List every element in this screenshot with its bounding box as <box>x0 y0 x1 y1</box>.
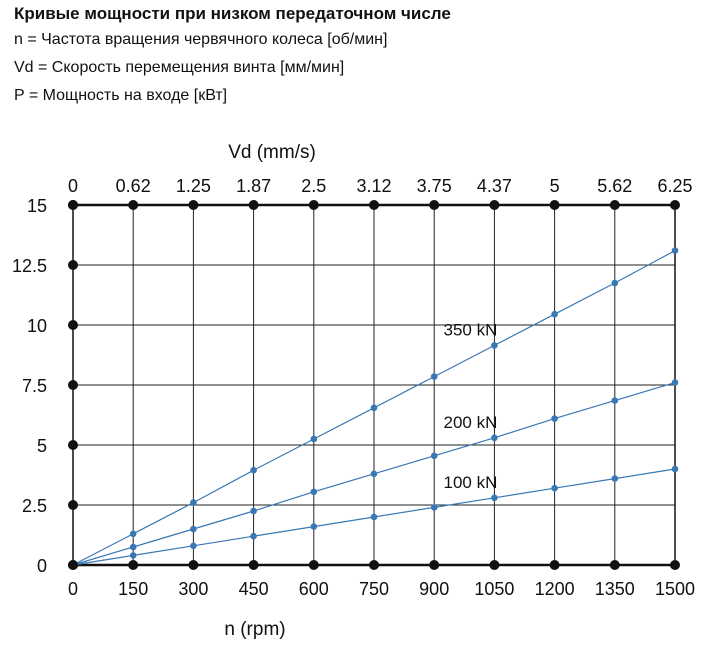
y-tick-label: 7.5 <box>22 376 47 396</box>
x-axis-title: n (rpm) <box>224 619 285 640</box>
x2-tick-label: 6.25 <box>657 176 692 196</box>
x-tick-label: 900 <box>419 579 449 599</box>
axis-dot <box>429 200 440 210</box>
axis-dot <box>128 560 139 570</box>
axis-dot <box>489 200 500 210</box>
data-point <box>310 523 318 530</box>
axis-dot <box>128 200 139 210</box>
data-point <box>491 434 498 442</box>
data-point <box>551 484 558 492</box>
x2-tick-label: 3.12 <box>356 176 391 196</box>
x-tick-label: 1500 <box>655 579 695 599</box>
x2-tick-label: 5.62 <box>597 176 632 196</box>
x-tick-label: 0 <box>68 579 78 599</box>
x-tick-label: 1350 <box>595 579 635 599</box>
x-tick-label: 450 <box>239 579 269 599</box>
axis-dot <box>248 560 259 570</box>
y-tick-label: 15 <box>27 196 47 216</box>
series-label: 200 kN <box>444 413 498 432</box>
data-point <box>551 415 558 422</box>
data-point <box>611 279 619 287</box>
y-tick-label: 2.5 <box>22 496 47 516</box>
data-point <box>310 488 318 496</box>
series-label: 100 kN <box>444 473 498 492</box>
data-point <box>430 373 438 380</box>
data-point <box>671 247 679 254</box>
chart-header: Кривые мощности при низком передаточном … <box>14 2 451 110</box>
axis-dot <box>68 500 78 510</box>
data-point <box>611 475 619 482</box>
x2-tick-label: 0.62 <box>116 176 151 196</box>
data-point <box>310 435 318 443</box>
data-point <box>491 494 498 502</box>
axis-dot <box>68 440 78 450</box>
y-tick-label: 10 <box>27 316 47 336</box>
axis-dot <box>188 200 199 210</box>
data-point <box>370 513 378 521</box>
x2-tick-label: 2.5 <box>301 176 326 196</box>
x2-tick-label: 4.37 <box>477 176 512 196</box>
data-point <box>551 310 558 318</box>
x2-tick-label: 1.87 <box>236 176 271 196</box>
data-point <box>129 530 137 538</box>
x2-axis-title: Vd (mm/s) <box>228 142 316 163</box>
axis-dot <box>68 200 78 210</box>
x-tick-label: 750 <box>359 579 389 599</box>
data-point <box>129 552 137 559</box>
series-label: 350 kN <box>444 320 498 339</box>
axis-dot <box>369 200 379 210</box>
x-tick-label: 1200 <box>535 579 575 599</box>
data-point <box>611 397 619 404</box>
x-tick-label: 300 <box>178 579 208 599</box>
data-point <box>430 504 438 511</box>
axis-dot <box>489 560 500 570</box>
axis-dot <box>670 200 680 210</box>
axis-dot <box>68 380 78 390</box>
data-point <box>491 342 498 349</box>
y-tick-label: 5 <box>37 436 47 456</box>
data-point <box>671 465 679 473</box>
data-point <box>671 379 679 386</box>
data-point <box>190 525 197 533</box>
data-point <box>370 470 378 478</box>
axis-dot <box>248 200 259 210</box>
axis-dot <box>429 560 440 570</box>
data-point <box>190 499 197 506</box>
axis-dot <box>670 560 680 570</box>
data-point <box>190 542 197 550</box>
y-tick-label: 12.5 <box>12 256 47 276</box>
axis-dot <box>308 200 319 210</box>
axis-dot <box>549 560 560 570</box>
x2-tick-label: 0 <box>68 176 78 196</box>
x2-tick-label: 3.75 <box>417 176 452 196</box>
x-tick-label: 600 <box>299 579 329 599</box>
axis-dot <box>308 560 319 570</box>
axis-dot <box>369 560 379 570</box>
y-tick-label: 0 <box>37 556 47 576</box>
data-point <box>430 452 438 460</box>
x2-tick-label: 5 <box>550 176 560 196</box>
data-point <box>129 543 137 551</box>
x-tick-label: 150 <box>118 579 148 599</box>
axis-dot <box>609 560 620 570</box>
data-point <box>250 532 257 540</box>
axis-dot <box>188 560 199 570</box>
data-point <box>250 466 257 474</box>
legend-line-p: P = Мощность на входе [кВт] <box>14 87 228 104</box>
data-point <box>370 404 378 412</box>
axis-dot <box>68 320 78 330</box>
x-tick-label: 1050 <box>474 579 514 599</box>
chart-title: Кривые мощности при низком передаточном … <box>14 4 451 23</box>
axis-dot <box>549 200 560 210</box>
axis-dot <box>68 260 78 270</box>
legend-line-vd: Vd = Скорость перемещения винта [мм/мин] <box>14 59 345 76</box>
legend-line-n: n = Частота вращения червячного колеса [… <box>14 31 388 48</box>
x2-tick-label: 1.25 <box>176 176 211 196</box>
axis-dot <box>68 560 78 570</box>
data-point <box>250 507 257 515</box>
axis-dot <box>609 200 620 210</box>
